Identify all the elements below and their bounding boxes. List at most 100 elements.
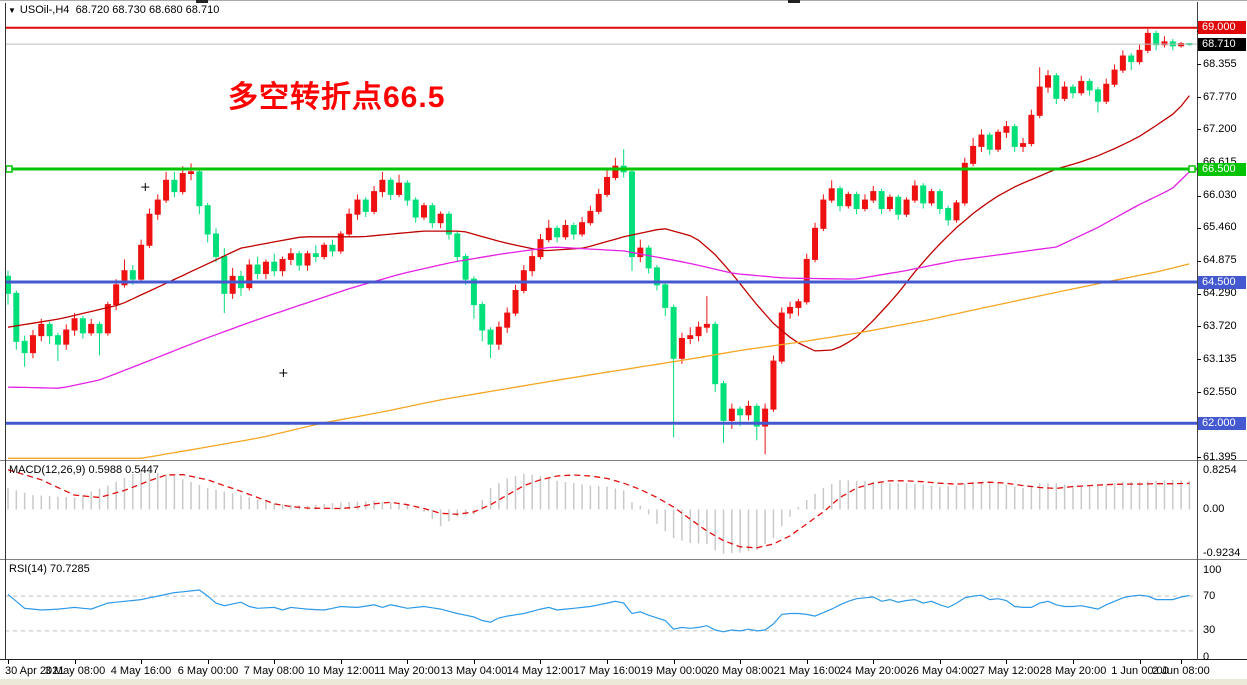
candle xyxy=(38,323,45,337)
price-tick-mark xyxy=(1197,294,1201,295)
price-tick-mark xyxy=(1197,64,1201,65)
collapse-triangle-icon[interactable]: ▼ xyxy=(8,6,16,15)
cross-marker-icon[interactable] xyxy=(141,183,150,192)
macd-label: MACD(12,26,9) 0.5988 0.5447 xyxy=(9,464,159,476)
candle xyxy=(404,182,411,201)
pane-separator[interactable] xyxy=(0,460,1247,461)
candle xyxy=(845,193,852,207)
line-handle[interactable] xyxy=(5,165,13,173)
time-tick-label: 27 May 12:00 xyxy=(972,665,1040,677)
symbol-info: ▼ USOil-,H4 68.720 68.730 68.680 68.710 xyxy=(8,4,219,16)
price-axis-line xyxy=(1197,2,1198,660)
candle xyxy=(795,301,802,308)
ma-fast-red[interactable] xyxy=(7,95,1190,352)
window-top-edge xyxy=(0,0,1247,1)
candle xyxy=(653,267,660,286)
time-tick-mark xyxy=(474,660,475,664)
time-tick-label: 17 May 16:00 xyxy=(573,665,641,677)
time-tick-label: 6 May 00:00 xyxy=(177,665,239,677)
candle xyxy=(1144,32,1151,51)
candle xyxy=(470,278,477,306)
candle xyxy=(570,225,577,235)
price-tick-label: 67.770 xyxy=(1203,91,1237,103)
candle xyxy=(812,227,819,260)
candle xyxy=(312,253,319,258)
window-top-mark xyxy=(788,0,800,3)
price-tick-mark xyxy=(1197,457,1201,458)
time-tick-mark xyxy=(8,660,9,664)
candle xyxy=(379,179,386,193)
main-chart-pane[interactable] xyxy=(5,14,1197,461)
time-tick-label: 24 May 20:00 xyxy=(839,665,907,677)
candle xyxy=(213,233,219,258)
annotation-text[interactable]: 多空转折点66.5 xyxy=(228,81,446,114)
candle xyxy=(1136,49,1143,63)
time-tick-label: 11 May 20:00 xyxy=(374,665,440,677)
time-tick-label: 1 Jun 00:00 xyxy=(1111,665,1169,677)
rsi-axis-label: 70 xyxy=(1203,590,1216,602)
candle xyxy=(29,335,36,354)
candle xyxy=(262,261,269,275)
candle xyxy=(412,199,419,218)
candle xyxy=(321,244,328,258)
price-tick-label: 62.550 xyxy=(1203,386,1237,398)
candle xyxy=(346,213,353,235)
time-tick-label: 19 May 00:00 xyxy=(640,665,708,677)
rsi-axis-label: 30 xyxy=(1203,624,1216,636)
cross-marker-icon[interactable] xyxy=(279,368,288,377)
candle xyxy=(737,408,744,416)
line-handle[interactable] xyxy=(1188,165,1196,173)
price-badge: 68.710 xyxy=(1198,38,1246,51)
candle xyxy=(545,227,552,241)
candle xyxy=(936,191,943,210)
time-tick-label: 30 Apr 2021 xyxy=(5,665,65,677)
pane-separator[interactable] xyxy=(0,559,1247,560)
time-tick-mark xyxy=(1181,660,1182,664)
candle xyxy=(870,191,877,201)
candle xyxy=(437,213,444,224)
candle xyxy=(13,292,20,342)
candle xyxy=(1061,86,1068,99)
candle xyxy=(163,179,170,201)
candle xyxy=(138,244,145,280)
candle xyxy=(753,405,760,427)
candle xyxy=(953,202,960,221)
candle xyxy=(179,173,186,193)
candle xyxy=(354,199,361,215)
candle xyxy=(820,199,827,229)
time-tick-mark xyxy=(1073,660,1074,664)
macd-pane[interactable] xyxy=(5,462,1197,559)
candle xyxy=(828,188,835,201)
rsi-pane[interactable] xyxy=(5,561,1197,660)
candle xyxy=(961,162,968,204)
candle xyxy=(96,323,103,334)
candle xyxy=(396,182,403,195)
time-tick-label: 10 May 12:00 xyxy=(307,665,375,677)
candle xyxy=(188,171,195,175)
time-tick-label: 26 May 04:00 xyxy=(906,665,974,677)
candle xyxy=(279,258,286,272)
candle xyxy=(171,179,178,193)
candle xyxy=(903,199,910,215)
candle xyxy=(371,191,378,212)
candle xyxy=(687,335,694,339)
candle xyxy=(229,275,236,294)
ma-slow-orange[interactable] xyxy=(8,263,1190,459)
price-tick-label: 63.135 xyxy=(1203,353,1237,365)
time-tick-mark xyxy=(873,660,874,664)
ma-mid-magenta[interactable] xyxy=(7,171,1190,389)
candle xyxy=(529,256,536,272)
candle xyxy=(71,318,78,331)
candle xyxy=(129,270,136,280)
candle xyxy=(1178,43,1185,47)
candle xyxy=(429,205,436,224)
candle xyxy=(271,261,278,272)
macd-axis-label: 0.8254 xyxy=(1203,464,1237,476)
candle xyxy=(762,408,769,427)
time-tick-mark xyxy=(407,660,408,664)
macd-axis-label: 0.00 xyxy=(1203,503,1225,515)
candle xyxy=(895,196,902,215)
time-tick-mark xyxy=(607,660,608,664)
time-tick-label: 13 May 04:00 xyxy=(440,665,508,677)
